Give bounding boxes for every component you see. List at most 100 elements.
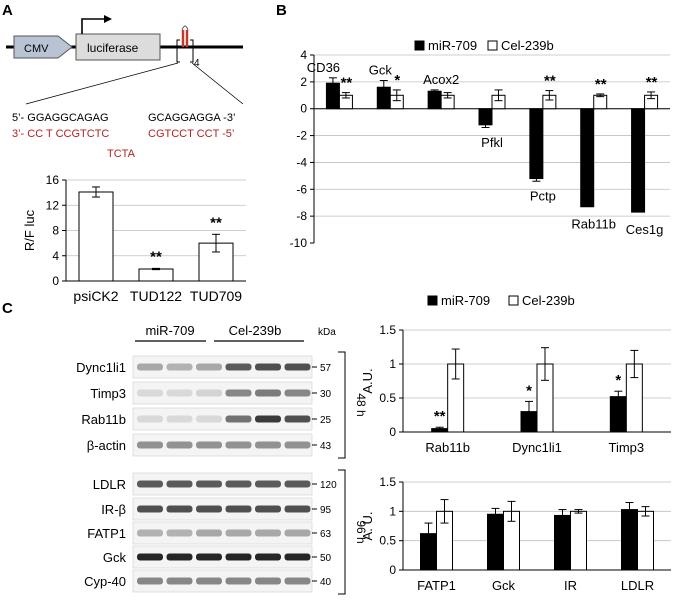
significance-marker: * (394, 72, 400, 89)
x-category-label: Acox2 (423, 72, 459, 87)
blot-band (166, 389, 193, 397)
y-tick-label: -8 (296, 209, 307, 223)
x-category-label: Pctp (530, 189, 556, 204)
x-category-label: TUD709 (190, 288, 242, 304)
blot-band (196, 363, 222, 371)
x-category-label: TUD122 (130, 288, 182, 304)
x-category-label: Dync1li1 (512, 440, 562, 455)
significance-marker: * (615, 372, 621, 389)
protein-label: IR-β (101, 502, 126, 517)
blot-band (166, 363, 193, 371)
bar (138, 268, 174, 282)
significance-marker: ** (434, 408, 446, 425)
significance-marker: ** (150, 248, 162, 265)
blot-band (284, 363, 311, 371)
y-tick-label: 16 (46, 173, 60, 187)
y-tick-label: -6 (296, 182, 307, 196)
blot-band (225, 505, 252, 513)
y-tick-label: 0 (52, 274, 59, 288)
blot-band (284, 577, 311, 585)
blot-band (137, 505, 163, 513)
legend-swatch (487, 40, 498, 51)
protein-label: β-actin (87, 438, 126, 453)
blot-band (166, 577, 193, 585)
blot-band (166, 505, 193, 513)
blot-band (137, 480, 163, 488)
bar-mir-709 (621, 509, 638, 571)
blot-band (166, 480, 193, 488)
y-tick-label: -4 (296, 155, 307, 169)
blot-band (255, 529, 281, 537)
chart-a-luciferase: 0 4 8 12 16 R/F luc psiCK2 TUD122 ** TUD709 ** (22, 173, 246, 304)
luciferase-box (75, 33, 161, 61)
y-tick-label: 12 (46, 198, 60, 212)
bar-mir-709 (487, 513, 504, 571)
blot-band (225, 480, 252, 488)
protein-label: Timp3 (90, 386, 126, 401)
x-category-label: Ces1g (626, 222, 664, 237)
blot-band (255, 415, 281, 423)
zoom-line-left (25, 62, 179, 105)
mirna-loop-seq: TCTA (107, 148, 136, 160)
legend-label: miR-709 (428, 38, 477, 53)
time-label-96h: 96 h (354, 520, 368, 543)
chart-c-48h: 0 0.5 1 1.5 A.U. Rab11b ** Dync1li1 * Timp3 * miR-7… (360, 293, 671, 455)
repeat-bracket-left (176, 39, 180, 63)
blot-band (137, 553, 163, 561)
blot-band (225, 389, 252, 397)
significance-marker: ** (646, 74, 658, 91)
panel-letter-c: C (2, 300, 13, 317)
blot-band (196, 480, 222, 488)
kda-value: 25 (320, 415, 332, 426)
y-tick-label: 8 (52, 224, 59, 238)
bar-cel-239b (570, 510, 587, 571)
bar-mir-709 (427, 90, 442, 110)
significance-marker: ** (544, 73, 556, 90)
kda-value: 57 (320, 363, 332, 374)
blot-band (225, 363, 252, 371)
bar-mir-709 (580, 108, 595, 208)
blot-band (255, 577, 281, 585)
significance-marker: ** (341, 75, 353, 92)
blot-band (284, 441, 311, 449)
chart-c-96h: 0 0.5 1 1.5 A. U. FATP1 Gck IR LDLR (360, 475, 671, 593)
mrna-seq-5prime: 5’- GGAGGCAGAG (12, 112, 109, 124)
bar (78, 191, 114, 282)
legend-label: miR-709 (441, 293, 490, 308)
legend-swatch (414, 40, 425, 51)
x-category-label: Gck (369, 63, 393, 78)
transcription-start-arrow (81, 18, 104, 34)
legend-swatch (508, 295, 519, 306)
protein-label: Gck (103, 550, 127, 565)
blot-group-label-cel239b: Cel-239b (229, 323, 282, 338)
blot-band (284, 415, 311, 423)
x-category-label: Gck (492, 578, 516, 593)
legend-label: Cel-239b (522, 293, 575, 308)
kda-value: 95 (320, 505, 332, 516)
blot-band (225, 415, 252, 423)
bar-cel-239b (593, 94, 608, 110)
protein-label: Dync1li1 (76, 360, 126, 375)
x-category-label: CD36 (307, 60, 340, 75)
blot-group-label-mir709: miR-709 (145, 323, 194, 338)
blot-band (255, 389, 281, 397)
kda-header: kDa (318, 327, 336, 338)
blot-band (255, 553, 281, 561)
x-category-label: IR (564, 578, 577, 593)
bar-mir-709 (554, 514, 571, 571)
y-tick-label: 0 (389, 425, 396, 439)
y-tick-label: 0 (300, 102, 307, 116)
legend-swatch (427, 295, 438, 306)
x-category-label: Pfkl (481, 135, 503, 150)
y-tick-label: 0 (389, 563, 396, 577)
y-axis-label: A. U. (360, 512, 375, 541)
bar-mir-709 (631, 108, 646, 213)
cmv-label: CMV (24, 43, 49, 55)
kda-value: 40 (320, 577, 332, 588)
y-tick-label: 4 (52, 249, 59, 263)
kda-value: 50 (320, 553, 332, 564)
reporter-construct-diagram: CMV luciferase 4 (6, 15, 244, 105)
western-blot: miR-709 Cel-239b kDa Dync1li1 57 Timp3 30 Rab11… (76, 323, 368, 595)
time-bracket-48h (338, 351, 346, 459)
